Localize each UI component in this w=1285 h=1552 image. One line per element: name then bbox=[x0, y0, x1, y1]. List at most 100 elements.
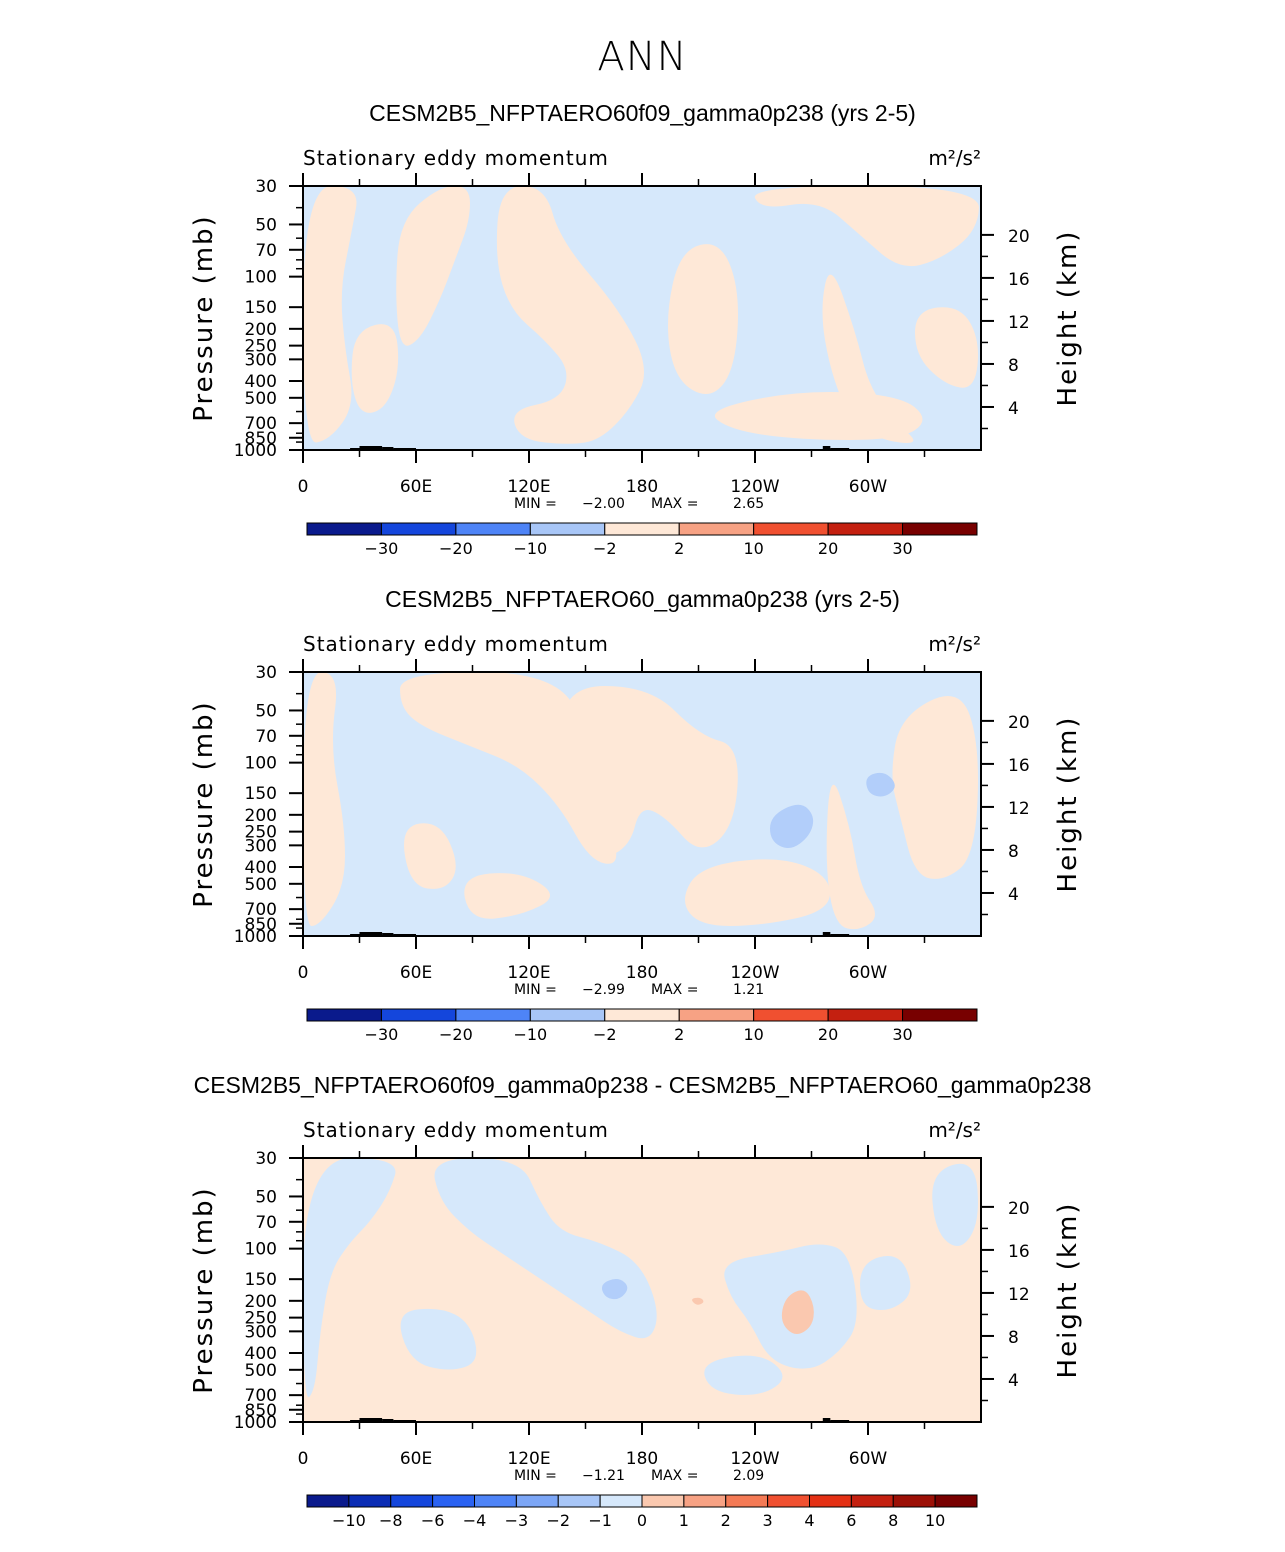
colorbar-label: 10 bbox=[743, 539, 763, 558]
min-value: −2.99 bbox=[582, 982, 625, 998]
panel-2-plot: Stationary eddy momentum m²/s² 0 60E 120E 180… bbox=[189, 632, 1083, 1044]
colorbar-box bbox=[515, 1494, 559, 1508]
height-tick-label: 20 bbox=[1008, 227, 1030, 247]
x-tick-label: 0 bbox=[298, 477, 309, 497]
contour-region bbox=[714, 392, 923, 440]
x-tick-label: 120E bbox=[507, 963, 550, 983]
contour-region bbox=[860, 1256, 911, 1310]
y-tick-label: 70 bbox=[255, 727, 277, 747]
max-label: MAX = bbox=[651, 982, 698, 998]
terrain-block bbox=[359, 1418, 383, 1422]
height-tick-label: 20 bbox=[1008, 713, 1030, 733]
y-tick-label: 500 bbox=[245, 389, 277, 409]
colorbar-label: 1 bbox=[679, 1511, 689, 1530]
colorbar-box bbox=[827, 522, 904, 536]
colorbar-box bbox=[753, 522, 829, 536]
y-tick-label: 850 bbox=[245, 1401, 277, 1421]
y-tick-label: 200 bbox=[245, 320, 277, 340]
y-tick-label: 700 bbox=[245, 414, 277, 434]
colorbar-box bbox=[455, 522, 531, 536]
variable-label: Stationary eddy momentum bbox=[303, 146, 609, 170]
height-tick-label: 12 bbox=[1008, 313, 1030, 333]
terrain-block bbox=[382, 447, 394, 450]
y-tick-label: 50 bbox=[255, 215, 277, 235]
y2-axis-title: Height (km) bbox=[1053, 230, 1083, 407]
colorbar-label: 0 bbox=[637, 1511, 647, 1530]
contour-region bbox=[692, 1297, 704, 1305]
contour-region bbox=[562, 686, 738, 856]
contour-region bbox=[754, 186, 980, 267]
colorbar-box bbox=[455, 1008, 531, 1022]
colorbar-label: 8 bbox=[888, 1511, 898, 1530]
colorbar-box bbox=[678, 1008, 755, 1022]
x-tick-label: 60W bbox=[849, 1449, 888, 1469]
colorbar-label: 2 bbox=[674, 1025, 684, 1044]
y-tick-label: 100 bbox=[245, 268, 277, 288]
min-label: MIN = bbox=[514, 496, 557, 512]
colorbar-label: −2 bbox=[593, 1025, 617, 1044]
y-tick-label: 150 bbox=[245, 298, 277, 318]
x-tick-label: 120E bbox=[507, 1449, 550, 1469]
max-value: 1.21 bbox=[733, 982, 764, 998]
colorbar-label: −10 bbox=[513, 1025, 547, 1044]
y-tick-label: 250 bbox=[245, 823, 277, 843]
y-tick-label: 200 bbox=[245, 806, 277, 826]
contour-region bbox=[464, 873, 550, 919]
panel-3-plot: Stationary eddy momentum m²/s²0 60E 120E 180… bbox=[189, 1118, 1083, 1530]
panel-3-title: CESM2B5_NFPTAERO60f09_gamma0p238 - CESM2… bbox=[193, 1072, 1092, 1098]
colorbar-label: 2 bbox=[674, 539, 684, 558]
colorbar-box bbox=[604, 522, 680, 536]
y-axis-title: Pressure (mb) bbox=[189, 700, 219, 907]
colorbar-box bbox=[850, 1494, 894, 1508]
colorbar-box bbox=[348, 1494, 392, 1508]
colorbar-box bbox=[529, 1008, 606, 1022]
colorbar-box bbox=[390, 1494, 434, 1508]
height-tick-label: 12 bbox=[1008, 1285, 1030, 1305]
y-tick-label: 700 bbox=[245, 900, 277, 920]
x-tick-label: 60W bbox=[849, 963, 888, 983]
x-tick-label: 120E bbox=[507, 477, 550, 497]
y-tick-label: 70 bbox=[255, 1213, 277, 1233]
contour-region bbox=[303, 186, 357, 443]
panel-1-title: CESM2B5_NFPTAERO60f09_gamma0p238 (yrs 2-… bbox=[369, 100, 916, 126]
colorbar-box bbox=[380, 1008, 457, 1022]
contour-region bbox=[601, 1279, 628, 1300]
units-label: m²/s² bbox=[928, 1118, 981, 1142]
colorbar-box bbox=[432, 1494, 475, 1508]
colorbar-box bbox=[753, 1008, 829, 1022]
contour-region bbox=[400, 672, 617, 864]
max-value: 2.65 bbox=[733, 496, 764, 512]
height-tick-label: 8 bbox=[1008, 842, 1019, 862]
units-label: m²/s² bbox=[928, 146, 981, 170]
contour-field bbox=[303, 1158, 981, 1422]
max-value: 2.09 bbox=[733, 1468, 764, 1484]
colorbar-box bbox=[683, 1494, 727, 1508]
min-value: −1.21 bbox=[582, 1468, 625, 1484]
min-label: MIN = bbox=[514, 982, 557, 998]
contour-region bbox=[400, 1308, 477, 1370]
height-tick-label: 16 bbox=[1008, 270, 1030, 290]
terrain-block bbox=[382, 933, 394, 936]
colorbar-box bbox=[809, 1494, 852, 1508]
contour-region bbox=[770, 804, 814, 848]
colorbar-label: −8 bbox=[379, 1511, 403, 1530]
x-tick-label: 60E bbox=[400, 963, 432, 983]
y-tick-label: 400 bbox=[245, 372, 277, 392]
y-tick-label: 50 bbox=[255, 1187, 277, 1207]
y-tick-label: 400 bbox=[245, 1344, 277, 1364]
y-tick-label: 400 bbox=[245, 858, 277, 878]
y-tick-label: 200 bbox=[245, 1292, 277, 1312]
terrain-block bbox=[359, 932, 383, 936]
contour-field bbox=[303, 186, 981, 450]
height-tick-label: 4 bbox=[1008, 399, 1019, 419]
terrain-block bbox=[822, 446, 831, 450]
colorbar-label: 20 bbox=[818, 1025, 838, 1044]
terrain-block bbox=[359, 446, 383, 450]
x-tick-label: 180 bbox=[626, 963, 658, 983]
colorbar-label: −6 bbox=[421, 1511, 445, 1530]
min-label: MIN = bbox=[514, 1468, 557, 1484]
y-axis-title: Pressure (mb) bbox=[189, 1186, 219, 1393]
height-tick-label: 8 bbox=[1008, 1328, 1019, 1348]
colorbar-label: −2 bbox=[593, 539, 617, 558]
y-tick-label: 70 bbox=[255, 241, 277, 261]
